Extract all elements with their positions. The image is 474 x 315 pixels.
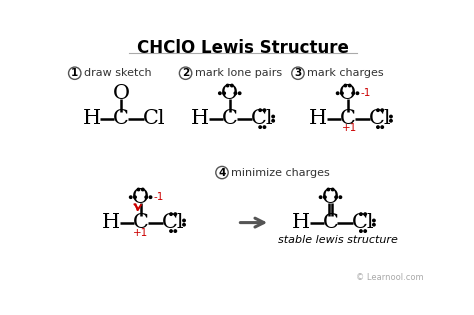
Circle shape [335,196,337,198]
Circle shape [145,196,147,198]
Circle shape [381,109,383,112]
Circle shape [234,92,237,94]
Circle shape [377,109,379,112]
Circle shape [170,230,172,232]
Circle shape [259,126,261,128]
Text: C: C [323,213,338,232]
Text: H: H [292,213,310,232]
Circle shape [179,67,192,79]
Text: Cl: Cl [162,213,184,232]
Text: CHClO Lewis Structure: CHClO Lewis Structure [137,39,349,57]
Circle shape [381,126,383,128]
Text: H: H [102,213,120,232]
Circle shape [174,213,176,215]
Circle shape [356,92,359,94]
Text: mark charges: mark charges [307,68,384,78]
Text: C: C [222,109,237,128]
Circle shape [137,188,140,191]
Text: mark lone pairs: mark lone pairs [195,68,282,78]
Circle shape [339,196,342,198]
Circle shape [183,219,185,222]
Text: C: C [339,109,356,128]
Text: Cl: Cl [251,109,273,128]
Circle shape [373,223,375,226]
Circle shape [272,119,274,122]
Text: 2: 2 [182,68,189,78]
Circle shape [263,126,265,128]
Text: -1: -1 [361,88,371,98]
Circle shape [331,188,334,191]
Circle shape [69,67,81,79]
Circle shape [377,126,379,128]
Circle shape [373,219,375,222]
Circle shape [327,188,329,191]
Text: +1: +1 [133,228,148,238]
Circle shape [238,92,241,94]
Circle shape [292,67,304,79]
Circle shape [223,92,225,94]
Text: H: H [83,109,101,128]
Text: Cl: Cl [352,213,374,232]
Text: minimize charges: minimize charges [231,168,330,178]
Text: O: O [221,84,238,103]
Circle shape [259,109,261,112]
Text: H: H [191,109,210,128]
Circle shape [341,92,343,94]
Text: draw sketch: draw sketch [84,68,152,78]
Circle shape [319,196,322,198]
Circle shape [183,223,185,226]
Text: O: O [113,84,130,103]
Circle shape [216,166,228,179]
Circle shape [390,115,392,118]
Circle shape [134,196,136,198]
Circle shape [352,92,355,94]
Text: +1: +1 [341,123,357,133]
Circle shape [142,188,144,191]
Circle shape [364,213,366,215]
Text: C: C [133,213,148,232]
Circle shape [227,84,229,87]
Text: 3: 3 [294,68,301,78]
Circle shape [219,92,221,94]
Circle shape [360,230,362,232]
Text: 4: 4 [219,168,226,178]
Text: © Learnool.com: © Learnool.com [356,273,423,282]
Circle shape [174,230,176,232]
Text: O: O [132,188,149,207]
Circle shape [390,119,392,122]
Text: stable lewis structure: stable lewis structure [278,235,398,244]
Text: Cl: Cl [369,109,392,128]
Text: C: C [113,109,129,128]
Text: H: H [309,109,327,128]
Circle shape [348,84,351,87]
Circle shape [170,213,172,215]
Circle shape [344,84,346,87]
Circle shape [272,115,274,118]
Circle shape [324,196,326,198]
Text: Cl: Cl [143,109,165,128]
Circle shape [129,196,132,198]
Circle shape [364,230,366,232]
Circle shape [360,213,362,215]
Circle shape [263,109,265,112]
Circle shape [337,92,339,94]
Text: O: O [339,84,356,103]
Circle shape [149,196,152,198]
Text: O: O [322,188,339,207]
Text: 1: 1 [71,68,78,78]
Text: -1: -1 [154,192,164,202]
Circle shape [231,84,233,87]
